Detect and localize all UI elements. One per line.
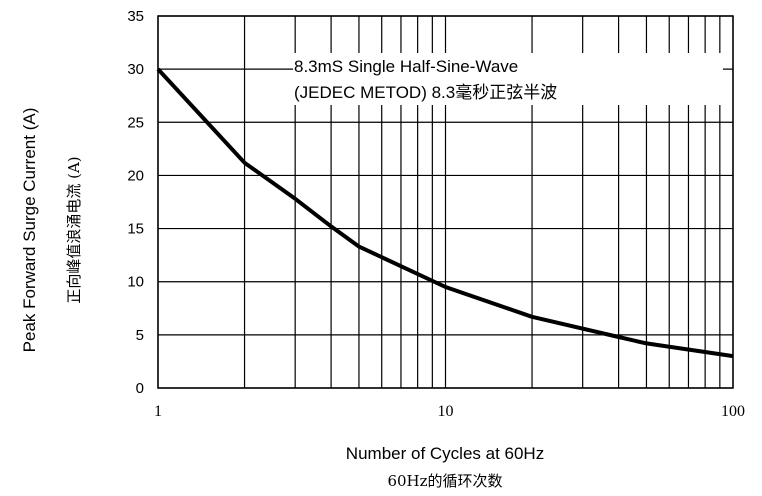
y-tick-labels: 0 5 10 15 20 25 30 35 xyxy=(127,8,144,397)
x-tick-label: 100 xyxy=(721,403,745,420)
x-tick-label: 1 xyxy=(154,403,162,420)
y-tick-label: 35 xyxy=(127,8,144,25)
x-tick-label: 10 xyxy=(438,403,454,420)
x-axis-label: Number of Cycles at 60Hz xyxy=(346,444,544,463)
surge-current-line xyxy=(156,67,734,359)
annotation-box xyxy=(293,53,723,105)
y-tick-label: 15 xyxy=(127,221,144,238)
y-tick-label: 20 xyxy=(127,167,144,184)
y-tick-label: 5 xyxy=(136,327,144,344)
y-tick-label: 30 xyxy=(127,61,144,78)
x-axis-label-cn: 60Hz的循环次数 xyxy=(387,472,502,490)
annotation-line-2: (JEDEC METOD) 8.3毫秒正弦半波 xyxy=(294,83,557,102)
y-axis-label-cn: 正向峰值浪涌电流 (A) xyxy=(65,156,83,303)
annotation-line-1: 8.3mS Single Half-Sine-Wave xyxy=(294,57,518,76)
y-tick-label: 0 xyxy=(136,380,144,397)
y-axis-label: Peak Forward Surge Current (A) xyxy=(20,108,39,353)
y-tick-label: 10 xyxy=(127,274,144,291)
plot-frame xyxy=(157,15,734,389)
y-tick-label: 25 xyxy=(127,114,144,131)
x-tick-labels: 1 10 100 xyxy=(154,403,745,420)
